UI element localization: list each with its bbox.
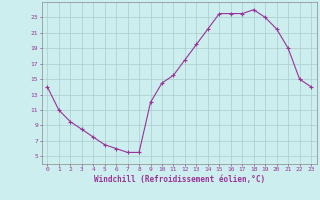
X-axis label: Windchill (Refroidissement éolien,°C): Windchill (Refroidissement éolien,°C): [94, 175, 265, 184]
